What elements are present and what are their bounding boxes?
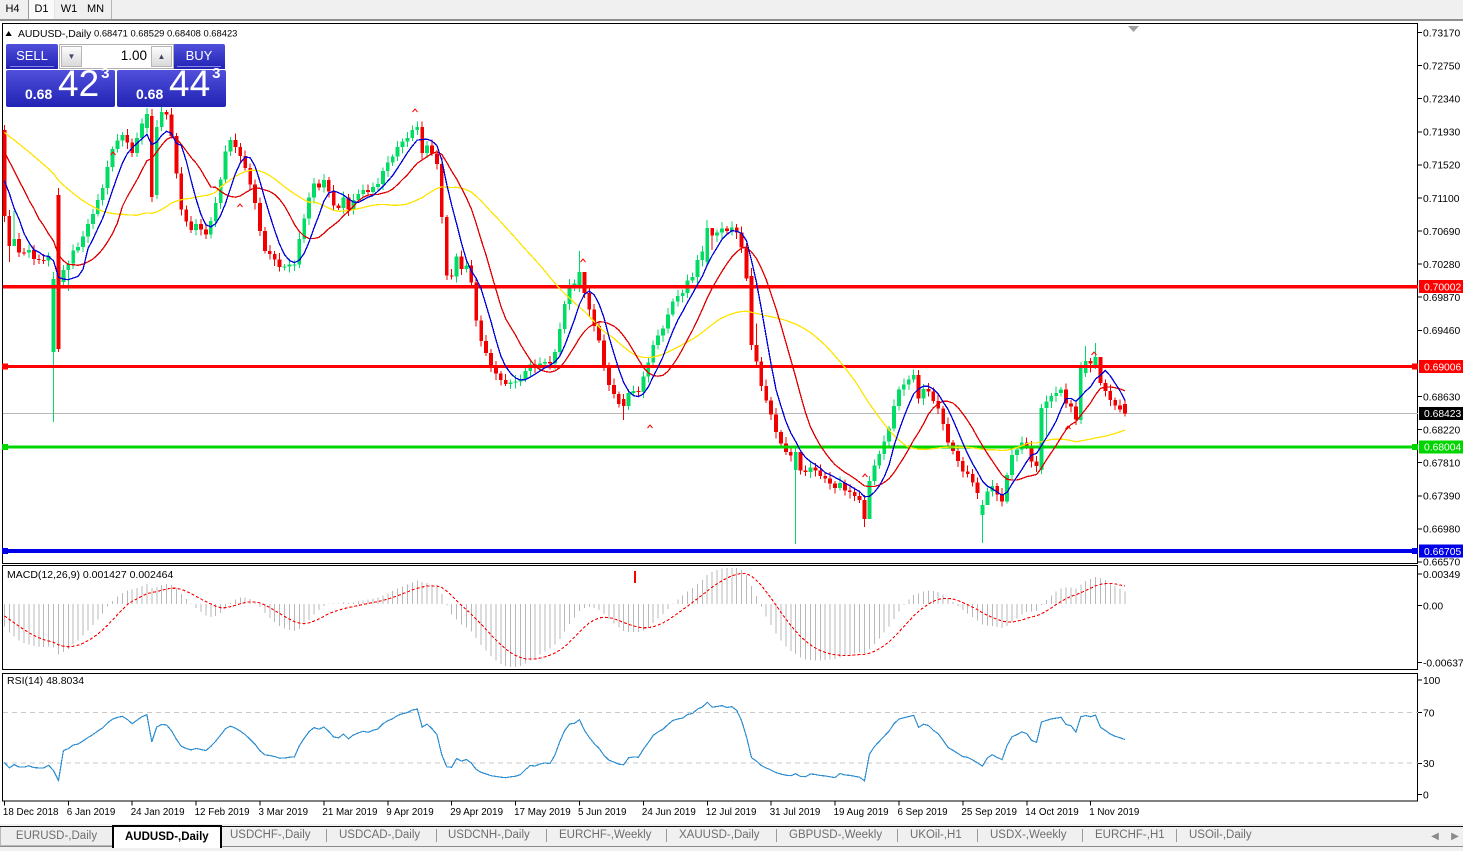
svg-text:1 Nov 2019: 1 Nov 2019 — [1089, 807, 1139, 818]
svg-text:0.71520: 0.71520 — [1423, 161, 1460, 172]
svg-text:24 Jan 2019: 24 Jan 2019 — [131, 807, 185, 818]
svg-text:0.68220: 0.68220 — [1423, 425, 1460, 436]
svg-text:0.69460: 0.69460 — [1423, 326, 1460, 337]
svg-text:9 Apr 2019: 9 Apr 2019 — [386, 807, 433, 818]
svg-text:0.71930: 0.71930 — [1423, 128, 1460, 139]
svg-text:0.72340: 0.72340 — [1423, 95, 1460, 106]
svg-text:3 Mar 2019: 3 Mar 2019 — [259, 807, 309, 818]
svg-text:100: 100 — [1423, 676, 1440, 687]
svg-text:0.00349: 0.00349 — [1423, 570, 1460, 581]
svg-text:5 Jun 2019: 5 Jun 2019 — [578, 807, 626, 818]
svg-text:0.72750: 0.72750 — [1423, 61, 1460, 72]
svg-text:30: 30 — [1423, 759, 1435, 770]
svg-text:24 Jun 2019: 24 Jun 2019 — [642, 807, 696, 818]
svg-text:0.00: 0.00 — [1423, 601, 1443, 612]
svg-text:0.70690: 0.70690 — [1423, 227, 1460, 238]
svg-text:6 Sep 2019: 6 Sep 2019 — [898, 807, 948, 818]
svg-text:AUDUSD-,Daily: AUDUSD-,Daily — [18, 29, 92, 40]
svg-text:12 Feb 2019: 12 Feb 2019 — [195, 807, 250, 818]
svg-text:0.66980: 0.66980 — [1423, 525, 1460, 536]
svg-text:70: 70 — [1423, 709, 1435, 720]
svg-text:0.69870: 0.69870 — [1423, 293, 1460, 304]
svg-text:0.70280: 0.70280 — [1423, 260, 1460, 271]
svg-text:0.66705: 0.66705 — [1424, 547, 1461, 558]
svg-text:25 Sep 2019: 25 Sep 2019 — [961, 807, 1017, 818]
svg-text:0.71100: 0.71100 — [1423, 194, 1460, 205]
svg-text:6 Jan 2019: 6 Jan 2019 — [67, 807, 115, 818]
svg-text:0.70002: 0.70002 — [1424, 283, 1461, 294]
svg-text:0.69006: 0.69006 — [1424, 362, 1461, 373]
svg-text:-0.00637: -0.00637 — [1423, 659, 1463, 670]
svg-text:RSI(14) 48.8034: RSI(14) 48.8034 — [7, 675, 84, 687]
svg-text:21 Mar 2019: 21 Mar 2019 — [322, 807, 377, 818]
svg-text:17 May 2019: 17 May 2019 — [514, 807, 571, 818]
svg-text:14 Oct 2019: 14 Oct 2019 — [1025, 807, 1078, 818]
svg-text:31 Jul 2019: 31 Jul 2019 — [770, 807, 821, 818]
svg-text:12 Jul 2019: 12 Jul 2019 — [706, 807, 757, 818]
svg-text:0.68004: 0.68004 — [1424, 443, 1461, 454]
svg-text:29 Apr 2019: 29 Apr 2019 — [450, 807, 503, 818]
svg-text:MACD(12,26,9) 0.001427 0.00246: MACD(12,26,9) 0.001427 0.002464 — [7, 569, 174, 581]
svg-text:0.68471 0.68529 0.68408 0.6842: 0.68471 0.68529 0.68408 0.68423 — [94, 28, 237, 39]
svg-text:0.73170: 0.73170 — [1423, 28, 1460, 39]
svg-text:19 Aug 2019: 19 Aug 2019 — [834, 807, 889, 818]
svg-text:18 Dec 2018: 18 Dec 2018 — [3, 807, 59, 818]
svg-text:0.66570: 0.66570 — [1423, 558, 1460, 569]
svg-text:0.68423: 0.68423 — [1424, 409, 1461, 420]
svg-text:0: 0 — [1423, 790, 1429, 801]
svg-text:0.68630: 0.68630 — [1423, 392, 1460, 403]
svg-text:0.67390: 0.67390 — [1423, 492, 1460, 503]
svg-text:0.67810: 0.67810 — [1423, 459, 1460, 470]
